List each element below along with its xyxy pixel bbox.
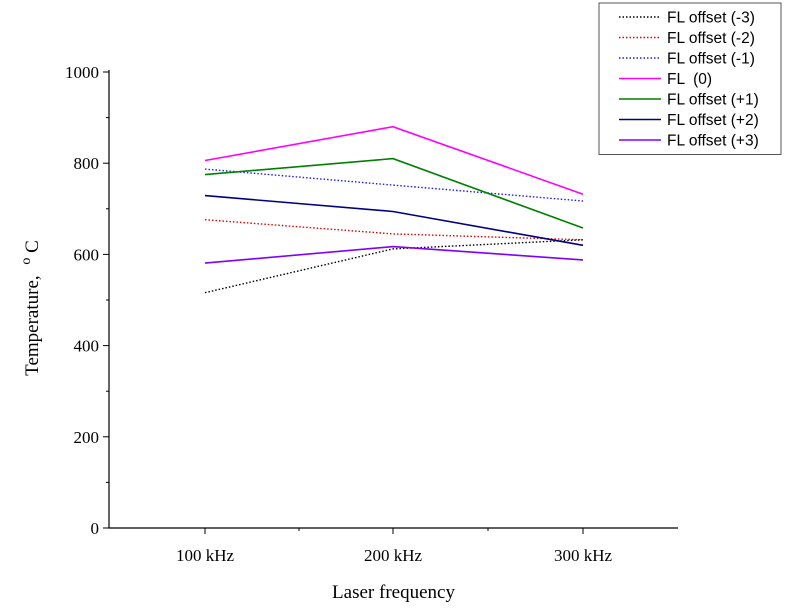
x-axis-title: Laser frequency bbox=[332, 582, 455, 603]
axes bbox=[108, 70, 678, 529]
series-lines bbox=[204, 125, 584, 294]
series-line bbox=[204, 245, 584, 264]
y-axis-unit-base: C bbox=[22, 240, 43, 253]
series-line bbox=[204, 125, 584, 195]
y-tick-label: 200 bbox=[74, 428, 100, 447]
legend-label: FL offset (+1) bbox=[667, 92, 759, 109]
legend-label: FL (0) bbox=[667, 71, 712, 88]
x-tick-label: 300 kHz bbox=[554, 546, 613, 565]
y-tick-label: 600 bbox=[74, 245, 100, 264]
legend-label: FL offset (+2) bbox=[667, 112, 759, 129]
series-line bbox=[204, 168, 584, 202]
legend-label: FL offset (-2) bbox=[667, 30, 755, 47]
series-line bbox=[204, 219, 584, 241]
x-tick-label: 200 kHz bbox=[364, 546, 423, 565]
legend-label: FL offset (+3) bbox=[667, 133, 759, 150]
y-axis-title: Temperature, o C bbox=[14, 240, 43, 376]
legend: FL offset (-3) FL offset (-2) FL offset (-… bbox=[598, 2, 782, 155]
x-tick-label: 100 kHz bbox=[176, 546, 235, 565]
y-tick-label: 1000 bbox=[65, 63, 99, 82]
y-tick-label: 0 bbox=[91, 519, 100, 538]
series-line bbox=[204, 194, 584, 247]
legend-label: FL offset (-1) bbox=[667, 51, 755, 68]
series-line bbox=[204, 239, 584, 294]
tick-group: 0 200 400 600 800 1000 100 kHz 200 kHz 300 kHz bbox=[65, 63, 612, 565]
y-tick-label: 800 bbox=[74, 154, 100, 173]
series-line bbox=[204, 157, 584, 229]
y-tick-label: 400 bbox=[74, 337, 100, 356]
legend-label: FL offset (-3) bbox=[667, 10, 755, 27]
y-axis-title-main: Temperature, bbox=[22, 275, 43, 375]
y-axis-unit-superscript: o bbox=[19, 258, 34, 265]
